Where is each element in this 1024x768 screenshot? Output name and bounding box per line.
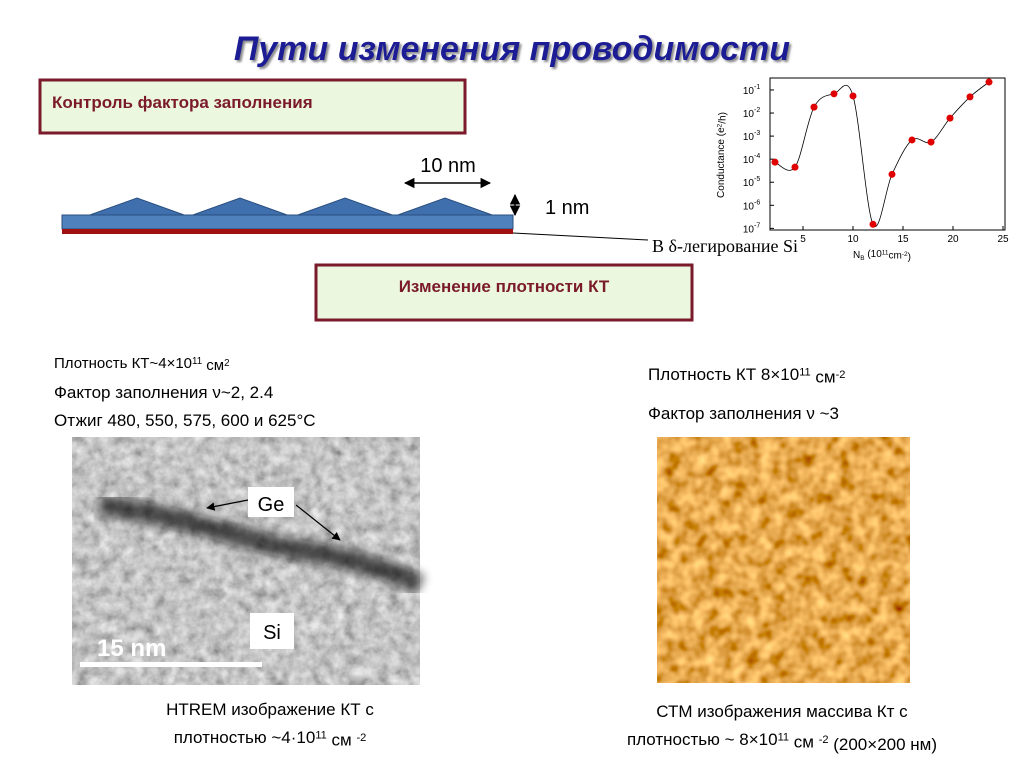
y-tick-exp: -6 [754, 199, 760, 206]
point [985, 78, 993, 86]
tick-text: 10 [743, 224, 755, 235]
y-tick-exp: -7 [754, 222, 760, 229]
point [830, 90, 838, 98]
text-part: плотностью ~ 8×10 [627, 730, 778, 749]
text: Плотность КТ~4×1011 см2 [54, 355, 230, 374]
scale-label: 15 nm [97, 635, 166, 662]
text-part: -2 [902, 251, 908, 258]
text-part: Conductance (e [716, 127, 727, 198]
x-tick-label: 15 [897, 234, 909, 245]
text-part: 2 [716, 123, 723, 127]
text-part: 2 [224, 358, 229, 369]
point [849, 92, 857, 100]
x-tick-label: 25 [997, 234, 1009, 245]
y-tick-label: 10 [743, 178, 755, 189]
text-part: 11 [882, 249, 889, 256]
text-part: 11 [315, 730, 326, 742]
text-part: см [811, 367, 836, 386]
diagram-label: 1 nm [545, 197, 589, 219]
image-label: Si [263, 622, 281, 644]
y-axis-label: Conductance (e2/h) [716, 112, 728, 198]
y-tick-exp: -1 [754, 84, 760, 91]
point [908, 136, 916, 144]
point [946, 114, 954, 122]
text: Фактор заполнения ν~2, 2.4 [54, 383, 273, 402]
y-tick-label: 10 [743, 155, 755, 166]
text: Плотность КТ 8×1011 см-2 [648, 365, 845, 386]
text-part: /h) [717, 112, 728, 124]
diagram-label: 10 nm [420, 155, 476, 177]
text-part: СТМ изображения массива Кт с [656, 702, 908, 721]
y-tick-exp: -2 [754, 107, 760, 114]
y-tick-label: 10 [743, 132, 755, 143]
text-part: (200×200 нм) [829, 735, 938, 754]
slide-title: Пути изменения проводимости [234, 30, 790, 68]
tick-text: 10 [743, 86, 755, 97]
text-part: -2 [836, 369, 846, 381]
caption: плотностью ~4·1011 см -2 [174, 728, 367, 749]
box [314, 263, 694, 322]
y-tick-exp: -3 [754, 130, 760, 137]
text: Отжиг 480, 550, 575, 600 и 625°C [54, 411, 316, 430]
text-part: ) [908, 252, 911, 263]
x-tick-label: 10 [847, 234, 859, 245]
text-part: Фактор заполнения ν ~3 [648, 404, 839, 423]
tick-text: 10 [743, 201, 755, 212]
image-label: Ge [258, 494, 285, 516]
x-axis-label: NB (1011cm-2) [853, 249, 911, 263]
text-part: 11 [192, 356, 202, 367]
caption: плотностью ~ 8×1011 см -2 (200×200 нм) [627, 730, 937, 754]
tick-text: 10 [743, 132, 755, 143]
text-part: N [853, 250, 860, 261]
y-tick-exp: -5 [754, 176, 760, 183]
text-part: см [789, 732, 819, 751]
x-tick-label: 5 [800, 234, 806, 245]
point [888, 170, 896, 178]
stm-image [657, 437, 910, 683]
plot-frame [769, 77, 1006, 231]
tick-text: 10 [743, 155, 755, 166]
text: Фактор заполнения ν ~3 [648, 404, 839, 423]
text-part: Фактор заполнения ν~2, 2.4 [54, 383, 273, 402]
point [966, 93, 974, 101]
box [38, 78, 467, 135]
y-tick-exp: -4 [754, 153, 760, 160]
tem-image [72, 437, 425, 685]
point [927, 138, 935, 146]
curve [774, 81, 990, 227]
text-part: HTREM изображение КТ с [166, 700, 374, 719]
point [810, 103, 818, 111]
y-tick-label: 10 [743, 86, 755, 97]
text-part: (10 [865, 249, 883, 260]
point [791, 163, 799, 171]
qd-diagram [61, 177, 649, 241]
diagram-label: B δ-легирование Si [652, 236, 798, 256]
text-part: Плотность КТ~4×10 [54, 355, 192, 372]
text-part: B [860, 255, 864, 262]
text-part: -2 [819, 734, 829, 746]
box-label: Контроль фактора заполнения [52, 93, 313, 112]
tick-text: 10 [743, 109, 755, 120]
box-label: Изменение плотности КТ [399, 277, 610, 296]
text-part: см [202, 357, 224, 374]
text-part: Отжиг 480, 550, 575, 600 и 625°C [54, 411, 316, 430]
text-part: см [327, 730, 357, 749]
text-part: Плотность КТ 8×10 [648, 365, 799, 384]
point [771, 158, 779, 166]
conductance-chart: 10 -710 -610 -510 -410 -310 -210 -15 10 15 20 25Con… [716, 77, 1009, 263]
x-tick-label: 20 [947, 234, 959, 245]
text-part: 11 [778, 732, 789, 744]
caption: СТМ изображения массива Кт с [656, 702, 908, 721]
y-tick-label: 10 [743, 201, 755, 212]
text-part: cm [889, 250, 902, 261]
text-part: плотностью ~4·10 [174, 728, 316, 747]
point [869, 220, 877, 228]
tick-text: 10 [743, 178, 755, 189]
y-tick-label: 10 [743, 109, 755, 120]
text-part: 11 [799, 367, 810, 379]
caption: HTREM изображение КТ с [166, 700, 374, 719]
y-tick-label: 10 [743, 224, 755, 235]
text-part: -2 [356, 732, 366, 744]
